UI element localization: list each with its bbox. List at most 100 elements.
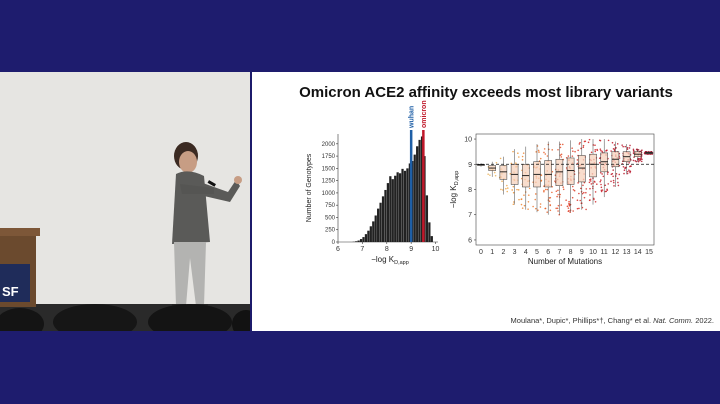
box-scatter-point — [543, 151, 545, 154]
box-scatter-point — [610, 173, 613, 176]
box-scatter-point — [510, 162, 513, 165]
box-scatter-point — [539, 206, 542, 208]
box-scatter-point — [513, 201, 515, 203]
box-scatter-point — [623, 169, 626, 172]
hist-y-tick-label: 750 — [325, 203, 336, 209]
box-x-tick-label: 4 — [524, 249, 528, 256]
box-scatter-point — [622, 145, 624, 148]
box-scatter-point — [623, 172, 625, 175]
hist-y-tick-label: 1500 — [322, 166, 336, 172]
hist-bar — [369, 226, 372, 242]
box-x-tick-label: 10 — [589, 249, 597, 256]
box-scatter-point — [527, 200, 530, 203]
box-scatter-point — [527, 208, 529, 210]
box-scatter-point — [637, 159, 640, 161]
box-scatter-point — [577, 149, 579, 152]
hist-bar — [379, 202, 382, 242]
hist-bar — [416, 146, 419, 242]
box-scatter-point — [505, 187, 507, 190]
box-x-tick-label: 11 — [601, 249, 608, 256]
box-scatter-point — [601, 173, 603, 175]
box-scatter-point — [557, 189, 559, 192]
box-scatter-point — [610, 150, 612, 152]
box-y-tick-label: 8 — [468, 187, 472, 194]
box-scatter-point — [528, 187, 531, 190]
citation-year: 2022. — [693, 316, 714, 325]
box-x-tick-label: 12 — [612, 249, 620, 256]
box-scatter-point — [604, 184, 607, 187]
box-scatter-point — [613, 144, 616, 146]
box-scatter-point — [582, 146, 585, 149]
box-scatter-point — [584, 140, 587, 143]
box-scatter-point — [560, 156, 563, 158]
box-x-tick-label: 0 — [479, 249, 483, 256]
box-scatter-point — [626, 148, 629, 151]
box-scatter-point — [493, 171, 496, 174]
histogram-chart: 6 7 8 9 10025050075010001250150017502000Numb… — [306, 100, 655, 266]
box-scatter-point — [641, 149, 643, 151]
box-scatter-point — [540, 179, 543, 182]
hist-y-tick-label: 1000 — [322, 191, 336, 197]
box-scatter-point — [626, 172, 629, 175]
stage-backdrop — [0, 72, 250, 331]
box-scatter-point — [506, 184, 508, 187]
box-scatter-point — [596, 183, 598, 186]
box-scatter-point — [578, 207, 580, 210]
box-y-tick-label: 7 — [468, 212, 472, 219]
box-scatter-point — [600, 149, 602, 152]
box-scatter-point — [588, 138, 591, 141]
hist-bar — [425, 195, 429, 242]
box-iqr — [555, 158, 564, 186]
box-scatter-point — [640, 160, 643, 163]
hist-bar — [408, 163, 411, 242]
box-scatter-point — [559, 154, 562, 156]
box-scatter-point — [585, 191, 587, 194]
box-scatter-point — [534, 193, 537, 195]
box-scatter-point — [576, 162, 579, 165]
box-x-tick-label: 9 — [580, 249, 584, 256]
box-scatter-point — [629, 170, 632, 173]
box-scatter-point — [540, 174, 543, 176]
box-scatter-point — [555, 190, 558, 193]
hist-bar — [391, 179, 394, 242]
box-scatter-point — [618, 173, 621, 176]
box-scatter-point — [576, 199, 579, 202]
audience-silhouettes — [0, 304, 250, 331]
box-scatter-point — [596, 148, 598, 151]
box-iqr — [566, 157, 575, 185]
box-scatter-point — [612, 181, 615, 184]
box-scatter-point — [600, 190, 603, 193]
box-scatter-point — [594, 149, 597, 151]
box-scatter-point — [615, 173, 618, 175]
hist-y-axis-label: Number of Genotypes — [306, 153, 313, 222]
hist-bar — [386, 183, 390, 242]
box-scatter-point — [537, 149, 540, 152]
hist-y-tick-label: 0 — [332, 240, 336, 246]
box-scatter-point — [629, 171, 631, 174]
box-scatter-point — [521, 155, 524, 158]
box-scatter-point — [499, 157, 502, 160]
box-scatter-point — [600, 179, 602, 181]
box-scatter-point — [602, 175, 605, 178]
box-scatter-point — [582, 184, 584, 187]
box-scatter-point — [571, 185, 574, 188]
box-y-axis-label: −log KD,app — [449, 171, 460, 209]
box-scatter-point — [588, 199, 591, 202]
box-x-tick-label: 13 — [623, 249, 631, 256]
box-scatter-point — [594, 150, 597, 153]
box-x-tick-label: 5 — [535, 249, 539, 256]
citation-authors: Moulana*, Dupic*, Phillips*†, Chang* et … — [510, 316, 654, 325]
box-x-tick-label: 14 — [634, 249, 642, 256]
box-scatter-point — [511, 189, 514, 191]
box-scatter-point — [517, 189, 520, 191]
box-x-tick-label: 1 — [490, 249, 494, 256]
box-scatter-point — [637, 157, 640, 160]
video-frame-bottom — [0, 331, 720, 404]
box-scatter-point — [628, 161, 630, 164]
box-scatter-point — [554, 180, 556, 182]
box-scatter-point — [579, 141, 581, 144]
box-scatter-point — [532, 205, 534, 208]
box-scatter-point — [601, 150, 604, 153]
box-scatter-point — [593, 180, 596, 183]
box-scatter-point — [562, 188, 565, 191]
